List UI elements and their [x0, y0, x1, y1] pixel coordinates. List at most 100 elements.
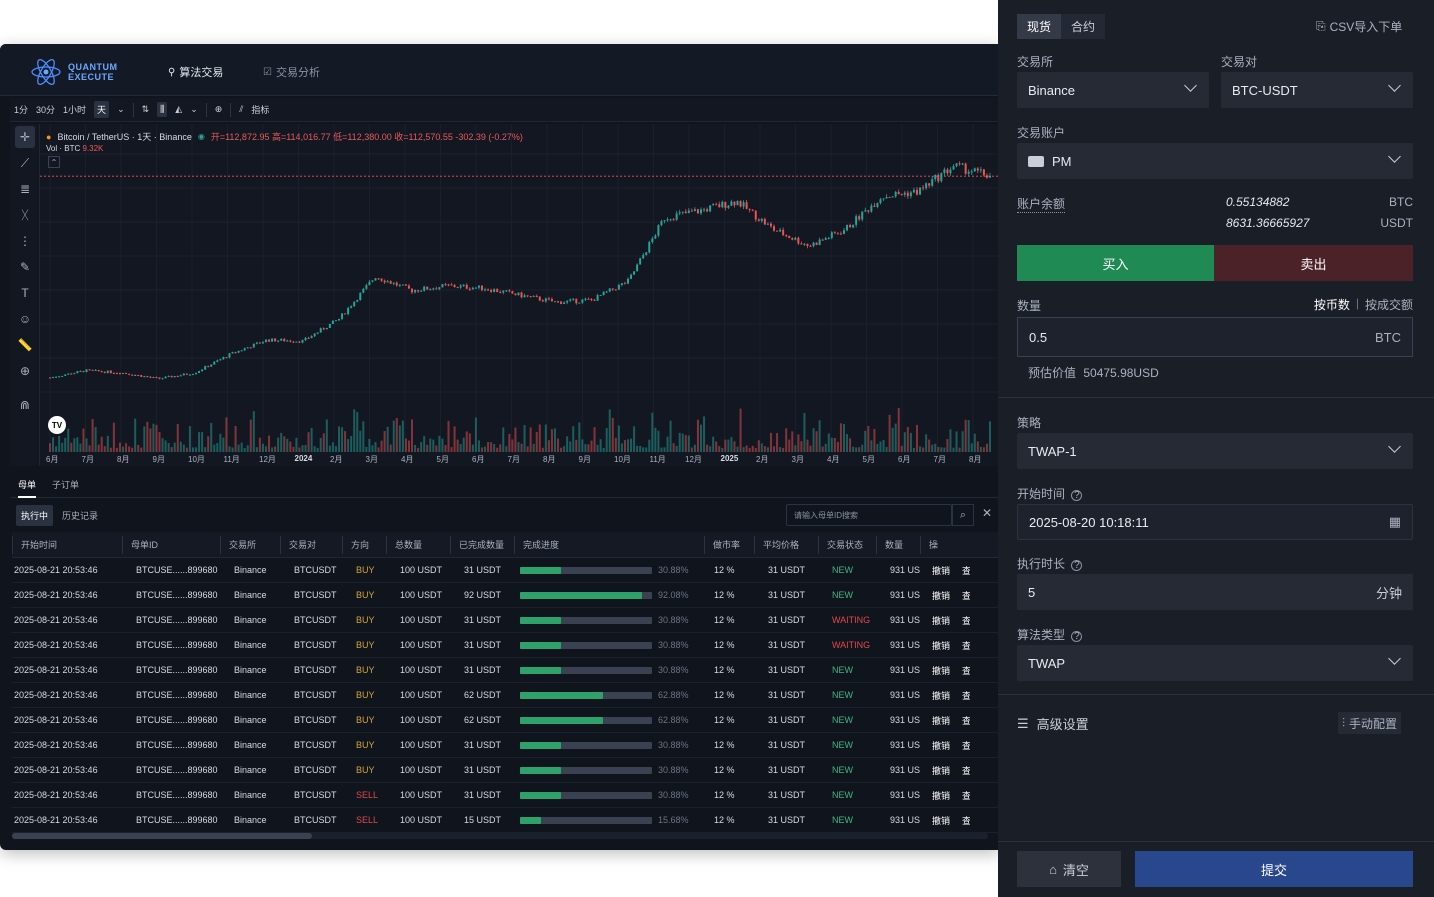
view-link[interactable]: 查	[962, 790, 970, 801]
order-search-input[interactable]: 请输入母单ID搜索	[786, 504, 952, 526]
advanced-settings-toggle[interactable]: ☰ 高级设置	[1017, 714, 1089, 733]
nav-algo-trading[interactable]: ⚲ 算法交易	[168, 64, 223, 80]
table-row[interactable]: 2025-08-21 20:53:46 BTCUSE......899680 Bin…	[12, 808, 998, 833]
tradingview-logo[interactable]: TV	[48, 416, 66, 434]
view-link[interactable]: 查	[962, 565, 970, 576]
table-row[interactable]: 2025-08-21 20:53:46 BTCUSE......899680 Bin…	[12, 608, 998, 633]
table-row[interactable]: 2025-08-21 20:53:46 BTCUSE......899680 Bin…	[12, 758, 998, 783]
column-header[interactable]: 交易状态	[818, 535, 876, 554]
trendline-icon[interactable]: ⟋	[20, 155, 30, 170]
cancel-link[interactable]: 撤销	[932, 815, 951, 826]
help-icon[interactable]: ?	[1071, 631, 1083, 642]
table-row[interactable]: 2025-08-21 20:53:46 BTCUSE......899680 Bin…	[12, 733, 998, 758]
column-header[interactable]: 交易对	[280, 535, 342, 554]
view-link[interactable]: 查	[962, 640, 970, 651]
start-time-input[interactable]: 2025-08-20 10:18:11 ▦	[1017, 504, 1413, 540]
table-row[interactable]: 2025-08-21 20:53:46 BTCUSE......899680 Bin…	[12, 633, 998, 658]
strategy-select[interactable]: TWAP-1	[1017, 433, 1413, 469]
interval-1h[interactable]: 1小时	[63, 105, 87, 115]
column-header[interactable]: 交易所	[220, 535, 280, 554]
tab-contract[interactable]: 合约	[1061, 14, 1106, 39]
view-link[interactable]: 查	[962, 815, 970, 826]
calendar-icon[interactable]: ▦	[1388, 514, 1401, 529]
quantity-input[interactable]: 0.5 BTC	[1017, 317, 1413, 357]
help-icon[interactable]: ?	[1071, 560, 1083, 571]
cancel-link[interactable]: 撤销	[932, 690, 951, 701]
column-header[interactable]: 方向	[342, 535, 386, 554]
chart-area[interactable]: ● Bitcoin / TetherUS · 1天 · Binance ◉ 开=…	[40, 124, 998, 466]
view-link[interactable]: 查	[962, 590, 970, 601]
column-header[interactable]: 开始时间	[12, 535, 122, 554]
table-row[interactable]: 2025-08-21 20:53:46 BTCUSE......899680 Bin…	[12, 783, 998, 808]
cancel-link[interactable]: 撤销	[932, 590, 951, 601]
column-header[interactable]: 数量	[876, 535, 920, 554]
tab-spot[interactable]: 现货	[1017, 14, 1062, 39]
manual-config-button[interactable]: ⫶ 手动配置	[1338, 712, 1402, 734]
close-icon[interactable]: ✕	[982, 506, 993, 520]
collapse-legend-icon[interactable]: ⌃	[48, 156, 60, 168]
cancel-link[interactable]: 撤销	[932, 740, 951, 751]
crosshair-icon[interactable]: ✛	[15, 126, 35, 148]
interval-30m[interactable]: 30分	[36, 105, 56, 115]
column-header[interactable]: 已完成数量	[450, 535, 514, 554]
candle-type-icon[interactable]: ⫼	[157, 102, 168, 117]
view-link[interactable]: 查	[962, 740, 970, 751]
view-link[interactable]: 查	[962, 715, 970, 726]
pattern-icon[interactable]: ᚷ	[21, 208, 29, 222]
column-header[interactable]: 平均价格	[754, 535, 818, 554]
buy-button[interactable]: 买入	[1017, 245, 1214, 281]
table-row[interactable]: 2025-08-21 20:53:46 BTCUSE......899680 Bin…	[12, 708, 998, 733]
cancel-link[interactable]: 撤销	[932, 665, 951, 676]
table-row[interactable]: 2025-08-21 20:53:46 BTCUSE......899680 Bin…	[12, 583, 998, 608]
brush-icon[interactable]: ✎	[19, 260, 31, 274]
exchange-select[interactable]: Binance	[1017, 72, 1209, 108]
subtab-history[interactable]: 历史记录	[62, 510, 99, 521]
indicators-label[interactable]: 指标	[251, 105, 270, 115]
tab-parent-orders[interactable]: 母单	[18, 478, 37, 498]
app-logo[interactable]: QUANTUM EXECUTE	[30, 56, 118, 88]
subtab-running[interactable]: 执行中	[16, 504, 54, 526]
sell-button[interactable]: 卖出	[1214, 245, 1413, 281]
algo-type-select[interactable]: TWAP	[1017, 645, 1413, 681]
cancel-link[interactable]: 撤销	[932, 765, 951, 776]
scrollbar-thumb[interactable]	[12, 833, 312, 839]
cancel-link[interactable]: 撤销	[932, 565, 951, 576]
horizontal-scrollbar[interactable]	[12, 833, 988, 839]
view-link[interactable]: 查	[962, 665, 970, 676]
add-icon[interactable]: ⊕	[214, 104, 223, 114]
table-row[interactable]: 2025-08-21 20:53:46 BTCUSE......899680 Bin…	[12, 558, 998, 583]
interval-1m[interactable]: 1分	[14, 105, 29, 115]
clear-button[interactable]: ⌂ 清空	[1017, 851, 1121, 887]
ruler-icon[interactable]: 📏	[17, 338, 33, 352]
column-header[interactable]: 做市率	[704, 535, 754, 554]
projection-icon[interactable]: ⋮	[19, 234, 31, 248]
nav-trade-analysis[interactable]: ☑ 交易分析	[263, 64, 320, 80]
column-header[interactable]: 操	[920, 535, 970, 554]
magnet-icon[interactable]: ⋒	[19, 398, 31, 412]
price-chart-svg[interactable]	[40, 124, 998, 452]
submit-button[interactable]: 提交	[1135, 851, 1413, 887]
compare-icon[interactable]: ⇅	[141, 104, 150, 114]
tab-child-orders[interactable]: 子订单	[52, 480, 80, 490]
csv-import-button[interactable]: ⎘ CSV导入下单	[1316, 18, 1402, 35]
view-link[interactable]: 查	[962, 615, 970, 626]
qty-mode-amount[interactable]: 按成交额	[1364, 298, 1413, 312]
area-chart-icon[interactable]: ◭	[175, 104, 183, 114]
column-header[interactable]: 总数量	[386, 535, 450, 554]
interval-1d[interactable]: 天	[94, 101, 110, 118]
view-link[interactable]: 查	[962, 765, 970, 776]
help-icon[interactable]: ?	[1071, 490, 1083, 501]
emoji-icon[interactable]: ☺	[18, 312, 32, 326]
interval-dropdown-icon[interactable]: ⌄	[117, 104, 125, 114]
table-row[interactable]: 2025-08-21 20:53:46 BTCUSE......899680 Bin…	[12, 683, 998, 708]
fib-icon[interactable]: ≣	[19, 182, 31, 196]
cancel-link[interactable]: 撤销	[932, 790, 951, 801]
zoom-icon[interactable]: ⊕	[19, 364, 31, 378]
account-select[interactable]: PM	[1017, 143, 1413, 179]
cancel-link[interactable]: 撤销	[932, 715, 951, 726]
cancel-link[interactable]: 撤销	[932, 640, 951, 651]
column-header[interactable]: 完成进度	[514, 535, 704, 554]
view-link[interactable]: 查	[962, 690, 970, 701]
search-icon[interactable]: ⌕	[952, 504, 974, 526]
table-row[interactable]: 2025-08-21 20:53:46 BTCUSE......899680 Bin…	[12, 658, 998, 683]
